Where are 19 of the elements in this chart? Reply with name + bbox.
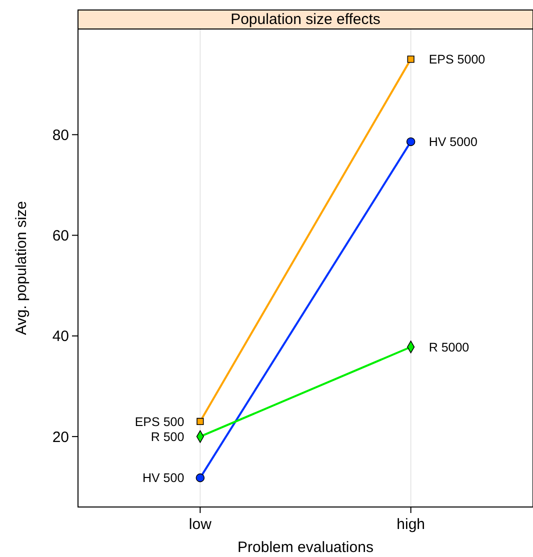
x-axis-title: Problem evaluations: [238, 539, 374, 556]
y-tick-label: 20: [52, 428, 69, 446]
y-tick-label: 60: [52, 228, 69, 245]
y-tick-label: 40: [52, 328, 69, 346]
annotation: R 500: [150, 430, 184, 444]
x-tick-label: low: [188, 516, 212, 533]
point: [196, 418, 204, 426]
annotation: HV 500: [142, 471, 184, 486]
annotation: R 5000: [428, 340, 470, 354]
annotation: HV 5000: [428, 135, 478, 150]
annotation: EPS 500: [134, 414, 184, 429]
annotation: EPS 5000: [428, 52, 486, 67]
x-tick-label: high: [396, 516, 426, 533]
point: [196, 473, 205, 482]
point: [406, 137, 416, 146]
chart-title: Population size effects: [230, 11, 380, 28]
y-axis-title: Avg. population size: [13, 201, 30, 335]
point: [407, 56, 414, 63]
y-tick-label: 80: [52, 126, 69, 144]
